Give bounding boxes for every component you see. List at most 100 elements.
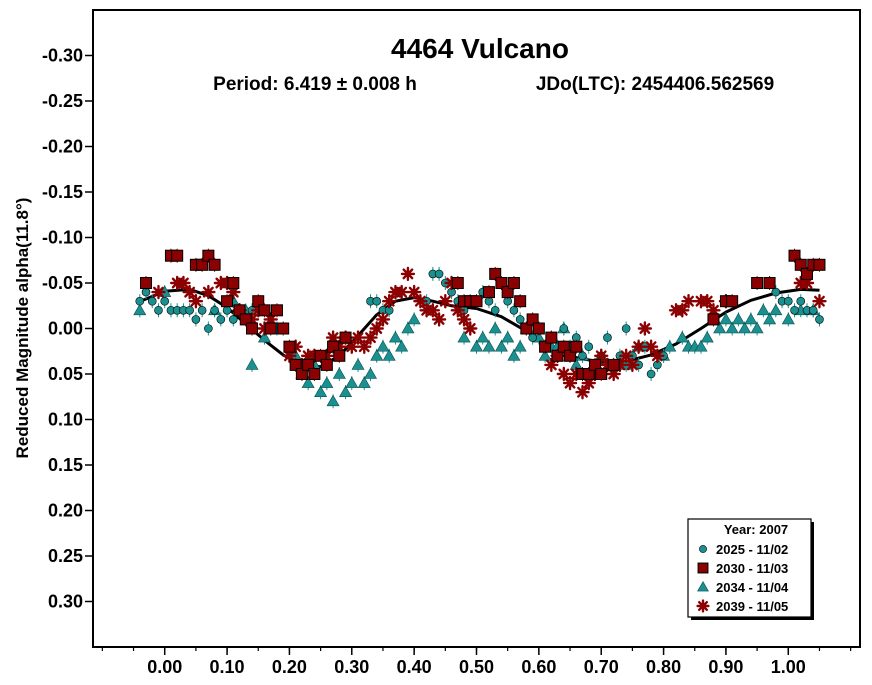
chart-subtitle-period: Period: 6.419 ± 0.008 h <box>213 74 417 95</box>
y-tick-label: -0.30 <box>42 46 83 66</box>
y-axis-label: Reduced Magnitude alpha(11.8°) <box>13 198 32 459</box>
data-point-circle <box>147 296 157 306</box>
data-point-asterisk <box>700 294 715 309</box>
data-point-square <box>252 295 265 308</box>
data-point-circle <box>621 324 631 333</box>
data-point-square <box>489 267 502 280</box>
data-point-circle <box>796 296 806 306</box>
data-point-square <box>320 358 333 371</box>
data-point-square <box>196 258 209 271</box>
data-point-square <box>501 286 514 299</box>
data-point-square <box>221 295 234 308</box>
x-tick-label: 0.00 <box>147 657 182 677</box>
data-point-square <box>227 277 240 289</box>
data-point-square <box>277 322 290 335</box>
data-point-asterisk <box>650 348 665 363</box>
data-point-triangle <box>457 330 471 343</box>
data-point-square <box>751 277 764 289</box>
data-point-square <box>202 249 215 262</box>
data-point-circle <box>135 296 145 306</box>
data-point-square <box>233 304 246 317</box>
data-point-asterisk <box>425 303 441 318</box>
data-point-square <box>788 249 801 262</box>
data-point-asterisk <box>581 375 596 391</box>
data-point-triangle <box>476 330 490 343</box>
legend-marker-asterisk <box>696 599 710 613</box>
data-point-triangle <box>339 385 353 398</box>
legend-marker-circle <box>699 545 707 553</box>
x-tick-label: 0.70 <box>584 657 619 677</box>
legend-label: 2030 - 11/03 <box>716 561 788 576</box>
data-point-square <box>794 258 807 271</box>
data-point-triangle <box>725 321 739 334</box>
data-point-triangle <box>314 385 328 398</box>
data-point-square <box>308 368 321 380</box>
data-point-square <box>289 358 302 371</box>
data-point-triangle <box>713 321 727 334</box>
data-point-triangle <box>257 330 272 343</box>
data-point-triangle <box>382 349 396 361</box>
data-point-square <box>520 322 533 335</box>
data-point-triangle <box>332 367 346 379</box>
data-point-circle <box>204 324 213 333</box>
legend-title: Year: 2007 <box>724 522 788 537</box>
data-point-asterisk <box>799 275 815 291</box>
data-point-triangle <box>133 303 147 316</box>
x-tick-label: 0.30 <box>334 657 369 677</box>
data-point-asterisk <box>226 284 241 300</box>
data-point-asterisk <box>369 321 384 336</box>
y-tick-label: -0.10 <box>42 228 83 248</box>
data-point-square <box>595 368 608 380</box>
data-point-asterisk <box>706 303 721 318</box>
data-point-asterisk <box>544 357 559 373</box>
data-point-circle <box>509 305 519 315</box>
data-point-triangle <box>488 321 502 334</box>
data-point-circle <box>434 269 444 279</box>
data-point-triangle <box>320 376 334 388</box>
data-points <box>133 248 827 409</box>
data-point-square <box>295 368 308 380</box>
data-point-asterisk <box>618 348 634 363</box>
data-point-square <box>314 349 327 362</box>
data-point-triangle <box>663 340 677 352</box>
data-point-circle <box>154 305 163 315</box>
data-point-circle <box>197 305 207 315</box>
legend-label: 2034 - 11/04 <box>716 580 789 595</box>
data-point-asterisk <box>450 303 465 318</box>
data-point-circle <box>528 333 537 342</box>
data-point-circle <box>559 324 569 333</box>
data-point-asterisk <box>569 366 584 382</box>
data-point-asterisk <box>413 294 428 309</box>
data-point-circle <box>490 305 500 315</box>
data-point-asterisk <box>812 294 827 309</box>
data-point-triangle <box>675 330 689 343</box>
data-point-triangle <box>363 367 378 379</box>
legend-box <box>687 518 812 618</box>
data-point-square <box>726 295 739 308</box>
legend: Year: 2007 2025 - 11/02 2030 - 11/03 2034 … <box>687 518 814 620</box>
data-point-asterisk <box>444 275 459 291</box>
data-point-asterisk <box>375 312 391 327</box>
legend-entries: 2025 - 11/02 2030 - 11/03 2034 - 11/04 2039… <box>696 542 789 614</box>
data-point-triangle <box>507 349 521 361</box>
data-point-triangle <box>395 340 409 352</box>
y-tick-label: 0.10 <box>48 410 83 430</box>
data-point-square <box>763 277 776 289</box>
data-point-triangle <box>750 321 764 334</box>
legend-marker-square <box>697 562 709 574</box>
data-point-square <box>507 277 520 289</box>
data-point-asterisk <box>456 312 472 327</box>
data-point-circle <box>584 342 594 352</box>
data-point-asterisk <box>400 266 416 282</box>
data-point-asterisk <box>575 385 590 400</box>
data-point-triangle <box>345 376 359 388</box>
data-point-triangle <box>469 340 484 352</box>
data-point-asterisk <box>394 284 409 300</box>
data-point-square <box>333 349 346 362</box>
x-tick-label: 0.50 <box>459 657 494 677</box>
data-point-asterisk <box>151 284 166 300</box>
data-point-square <box>564 349 577 362</box>
data-point-circle <box>210 305 219 315</box>
x-tick-label: 0.60 <box>521 657 556 677</box>
